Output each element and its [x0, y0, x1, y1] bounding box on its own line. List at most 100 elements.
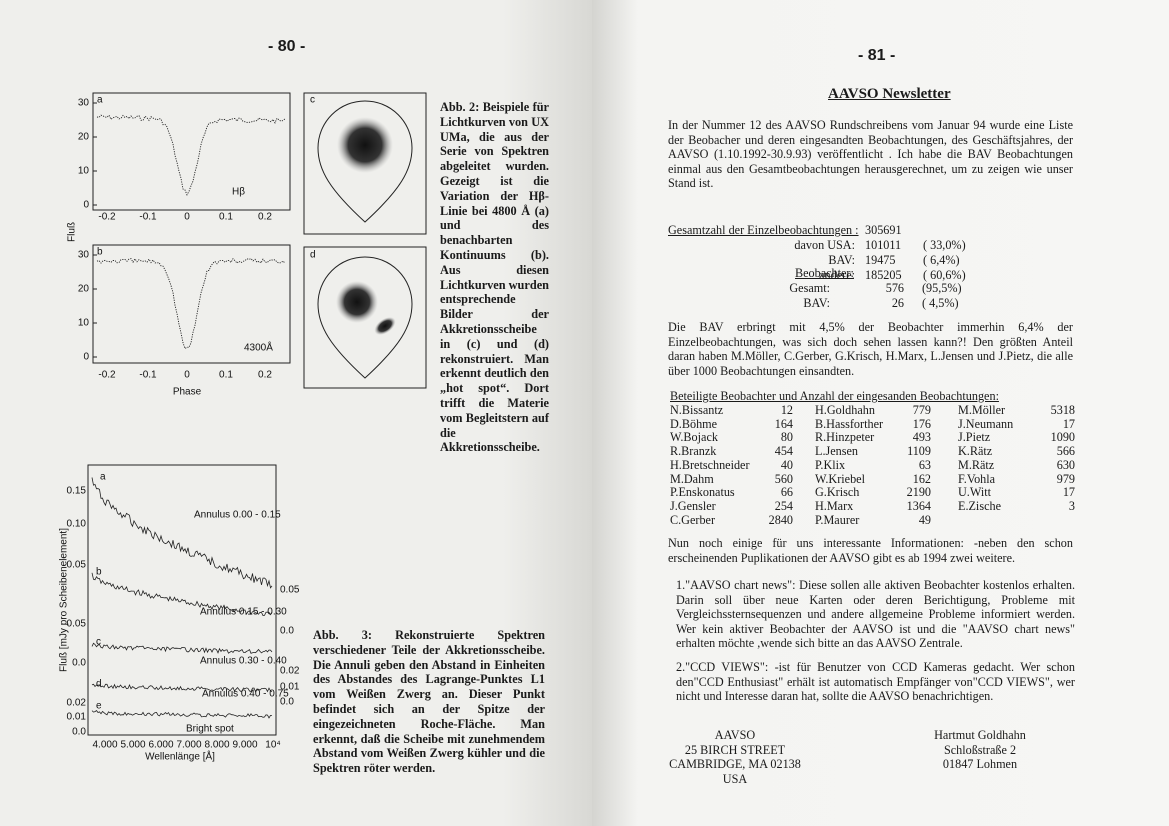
observer-name: W.Kriebel	[815, 471, 865, 486]
observer-name: N.Bissantz	[670, 403, 724, 417]
observer-name: R.Branzk	[670, 444, 717, 459]
x-axis-label: Phase	[173, 387, 202, 398]
address-line: 01847 Lohmen	[942, 757, 1018, 771]
stat-label: BAV:	[803, 296, 830, 310]
stat-share: ( 6,4%)	[923, 253, 960, 267]
panel-label: a	[97, 95, 103, 106]
observer-name: J.Pietz	[958, 430, 991, 445]
annulus-label: Annulus 0.30 - 0.40	[200, 656, 287, 667]
page-number: - 80 -	[268, 38, 306, 55]
observer-count: 779	[912, 403, 931, 417]
y-tick-label: 0.05	[280, 585, 300, 596]
observer-count: 254	[774, 498, 793, 513]
observer-count: 1109	[907, 444, 931, 459]
right-page	[592, 0, 1169, 826]
y-tick-label: 0.02	[280, 666, 300, 677]
observer-count: 80	[780, 430, 793, 445]
observer-name: F.Vohla	[958, 471, 996, 486]
observer-name: J.Gensler	[670, 498, 716, 513]
y-axis-label: Fluß	[67, 222, 78, 242]
spectrum	[91, 572, 273, 617]
spectrum	[91, 477, 273, 589]
x-tick-label: -0.2	[98, 370, 116, 381]
x-tick-label: 0.2	[258, 370, 272, 381]
roche-lobe	[317, 256, 413, 379]
observer-count: 560	[774, 471, 793, 486]
x-tick-label: -0.1	[139, 212, 157, 223]
disk-image	[337, 117, 393, 173]
address-line: 25 BIRCH STREET	[684, 742, 786, 757]
observer-name: W.Bojack	[670, 430, 718, 445]
observer-count: 17	[1062, 416, 1075, 431]
y-tick-label: 0.0	[72, 727, 86, 738]
observer-name: J.Neumann	[958, 416, 1014, 431]
panel-frame	[92, 92, 291, 211]
panel-frame	[303, 92, 427, 235]
x-tick-label: -0.2	[98, 212, 116, 223]
observer-name: C.Gerber	[670, 512, 716, 527]
x-tick-label: 0.2	[258, 212, 272, 223]
y-tick-label: 0.01	[67, 712, 87, 723]
y-tick-label: 0	[83, 200, 89, 211]
x-tick-label: 8.000	[204, 740, 229, 751]
panel-label: b	[97, 247, 103, 258]
address-line: Hartmut Goldhahn	[934, 728, 1026, 742]
y-tick-label: 0.10	[67, 519, 87, 530]
left-page	[0, 0, 592, 826]
stat-share: ( 33,0%)	[923, 238, 966, 252]
observer-name: H.Marx	[815, 498, 854, 513]
panel-label: a	[100, 472, 106, 483]
y-tick-label: 0.0	[280, 626, 294, 637]
observer-count: 566	[1056, 444, 1075, 459]
x-axis-label: Wellenlänge [Å]	[145, 750, 215, 763]
spectrum	[91, 642, 273, 654]
figure-marks: 30 20 10 0 -0.2 -0.1 0 0.1 0.2 a 30 20 10 0 -0.2 -0.1 0 0…	[59, 95, 316, 763]
paragraph: Nun noch einige für uns interessante Inf…	[668, 536, 1073, 565]
panel-frame	[92, 244, 291, 364]
observer-name: U.Witt	[958, 485, 992, 500]
observer-name: H.Goldhahn	[815, 403, 875, 417]
x-tick-label: 0	[184, 370, 190, 381]
y-tick-label: 0.0	[280, 697, 294, 708]
address-line: AAVSO	[714, 728, 756, 742]
observer-name: H.Bretschneider	[670, 457, 750, 472]
annulus-label: Annulus 0.00 - 0.15	[194, 510, 281, 521]
y-tick-label: 0.01	[280, 682, 300, 693]
stat-value: 185205	[865, 268, 902, 282]
address-line: Schloßstraße 2	[943, 742, 1017, 757]
observer-count: 493	[912, 430, 931, 445]
y-tick-label: 10	[78, 166, 90, 177]
observer-name: R.Hinzpeter	[815, 430, 875, 445]
title: AAVSO Newsletter	[828, 86, 951, 102]
observer-name: B.Hassforther	[815, 416, 884, 431]
observer-count: 49	[918, 512, 931, 527]
observer-count: 63	[918, 457, 931, 472]
y-tick-label: 20	[78, 284, 90, 295]
panel-label: c	[310, 95, 315, 106]
line-label: Hβ	[232, 187, 245, 198]
x-tick-label: 10⁴	[265, 740, 280, 751]
observer-count: 3	[1068, 498, 1075, 513]
table-heading: Beteiligte Beobachter und Anzahl der ein…	[670, 389, 999, 403]
y-tick-label: 0	[83, 352, 89, 363]
y-tick-label: 30	[78, 250, 90, 261]
line-label: 4300Å	[244, 341, 273, 354]
paragraph: 1."AAVSO chart news": Diese sollen alle …	[676, 578, 1075, 651]
figure-caption: Abb. 2: Beispiele für Lichtkurven von UX…	[440, 100, 549, 455]
observer-count: 1090	[1050, 430, 1075, 445]
observer-name: P.Klix	[815, 457, 846, 472]
figure-caption: Abb. 3: Rekonstruierte Spektren verschie…	[313, 628, 545, 776]
roche-lobe	[317, 100, 413, 223]
panel-frame	[303, 246, 427, 389]
observer-count: 1364	[906, 498, 931, 513]
observer-name: E.Zische	[958, 498, 1001, 513]
address-line: CAMBRIDGE, MA 02138	[669, 757, 801, 771]
stat-share: (95,5%)	[922, 281, 962, 295]
paragraph: Die BAV erbringt mit 4,5% der Beobachter…	[668, 320, 1073, 378]
observer-name: M.Dahm	[670, 471, 714, 486]
spectrum	[91, 683, 273, 693]
